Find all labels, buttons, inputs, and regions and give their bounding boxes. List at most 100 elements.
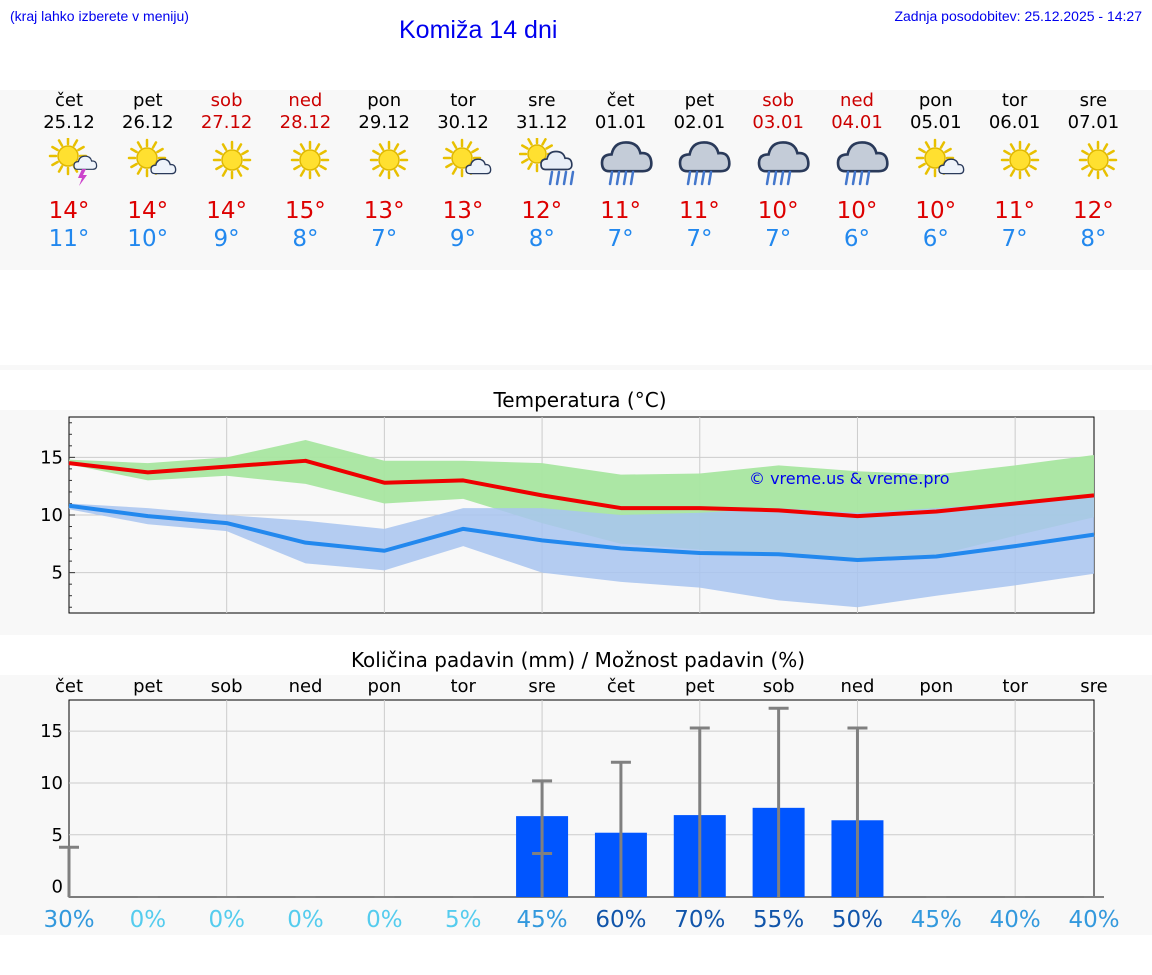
day-name: pon [367,90,402,111]
x-day-label: sob [211,676,243,697]
sun-icon [369,140,409,180]
day-name: sre [1079,90,1108,111]
max-temperature: 13° [363,198,405,224]
day-date: 06.01 [988,112,1041,133]
y-tick-label: 10 [40,773,63,794]
min-temperature: 10° [127,226,169,252]
max-temperature: 10° [915,198,957,224]
cloud-rain-icon [600,141,653,186]
min-temperature: 11° [48,226,90,252]
y-tick-label: 15 [40,447,63,468]
max-temperature: 14° [206,198,247,224]
precipitation-probability: 30% [43,907,94,933]
day-name: tor [1001,90,1028,111]
separator [0,365,1152,370]
x-day-label: sre [1080,676,1107,697]
precipitation-chart: čet pet sob ned pon tor sre čet pet sob ned pon tor s… [40,676,1119,933]
precipitation-probability: 40% [990,907,1041,933]
day-date: 03.01 [752,112,804,133]
day-name: pet [684,90,715,111]
day-name: sob [762,90,795,111]
day-name: čet [606,90,635,111]
day-forecast: ned 04.01 10° 6° [818,90,896,252]
sun-cloud-icon [915,138,965,178]
day-name: pet [133,90,163,111]
forecast-band [0,90,1152,270]
min-temperature: 8° [1080,226,1107,252]
x-day-label: ned [289,676,323,697]
day-forecast: sob 27.12 14° 9° [188,90,266,252]
precipitation-chart-title: Količina padavin (mm) / Možnost padavin … [350,648,806,672]
y-tick-label: 10 [40,505,63,526]
min-temperature-line [68,503,1095,562]
day-forecast: sob 03.01 10° 7° [739,90,817,252]
watermark: © vreme.us & vreme.pro [749,469,950,488]
day-date: 29.12 [358,112,410,133]
sun-icon [1000,140,1039,180]
precipitation-probability: 70% [674,907,725,933]
temperature-chart-title: Temperatura (°C) [493,388,667,412]
precipitation-probability: 50% [832,907,883,933]
day-name: sob [210,90,243,111]
day-forecast: tor 30.12 13° 9° [424,90,502,252]
location-hint[interactable]: (kraj lahko izberete v meniju) [10,8,189,24]
x-day-label: ned [841,676,875,697]
max-temperature: 10° [757,198,799,224]
min-temperature: 9° [449,226,477,252]
x-day-label: tor [450,676,476,697]
day-forecast: ned 28.12 15° 8° [266,90,344,252]
precipitation-probability: 45% [911,907,962,933]
x-day-label: pet [685,676,715,697]
max-temperature-line [68,458,1095,519]
day-name: ned [288,90,323,111]
day-name: sre [528,90,556,111]
sun-cloud-rain-icon [518,138,575,186]
sun-cloud-icon [442,138,492,178]
temperature-chart: 5 10 15 © vreme.us & vreme.pro [40,416,1095,614]
day-forecast: pet 02.01 11° 7° [660,90,738,252]
day-date: 07.01 [1067,112,1120,133]
min-temperature: 7° [686,226,713,252]
day-date: 04.01 [831,112,883,133]
day-date: 30.12 [437,112,489,133]
precipitation-probability: 0% [366,907,403,933]
x-day-label: sre [528,676,555,697]
day-forecast: sre 31.12 12° 8° [503,90,581,252]
sun-cloud-icon [127,138,177,178]
day-name: tor [450,90,476,111]
plot-area [68,699,1095,898]
min-temperature: 8° [292,226,319,252]
daily-forecast: čet 25.12 14° 11° pet 26.12 14° 10° sob 27.12 14° 9… [0,90,1152,270]
day-name: pon [918,90,953,111]
min-temperature: 7° [765,226,792,252]
day-date: 01.01 [594,112,647,133]
day-forecast: pon 05.01 10° 6° [897,90,975,252]
precipitation-probability: 0% [287,907,324,933]
page-title: Komiža 14 dni [399,16,558,44]
max-temperature: 11° [679,198,720,224]
precipitation-probability: 55% [753,907,804,933]
sun-icon [291,140,330,180]
max-temperature: 14° [127,198,169,224]
day-forecast: pet 26.12 14° 10° [109,90,187,252]
min-temperature: 7° [607,226,634,252]
max-temperature: 12° [521,198,563,224]
max-temperature: 14° [48,198,90,224]
day-forecast: tor 06.01 11° 7° [976,90,1054,252]
max-temperature: 11° [994,198,1035,224]
day-forecast: sre 07.01 12° 8° [1054,90,1132,252]
cloud-rain-icon [836,141,889,186]
y-tick-label: 5 [52,825,63,846]
max-temperature: 12° [1073,198,1114,224]
day-forecast: čet 01.01 11° 7° [582,90,660,252]
precipitation-probability: 60% [595,907,646,933]
y-tick-label: 15 [40,721,63,742]
day-date: 02.01 [673,112,726,133]
max-temperature: 11° [600,198,641,224]
x-day-label: pon [919,676,953,697]
precipitation-probability: 5% [445,907,482,933]
y-tick-label: 0 [52,877,63,898]
last-update: Zadnja posodobitev: 25.12.2025 - 14:27 [894,8,1142,24]
min-temperature: 8° [528,226,555,252]
min-range-band [69,496,1094,608]
